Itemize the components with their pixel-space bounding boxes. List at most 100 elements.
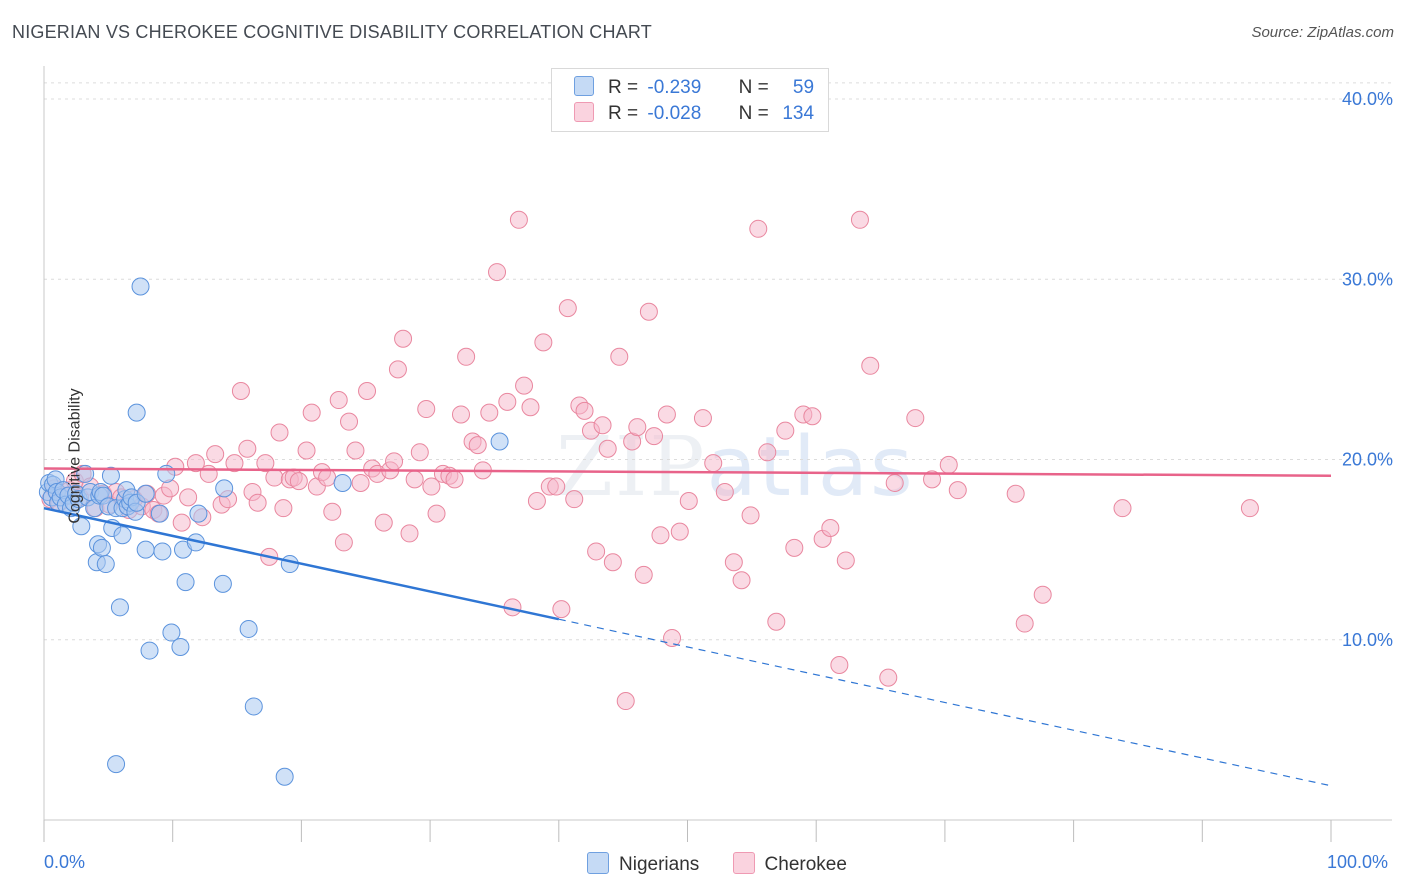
cherokee-swatch — [732, 852, 755, 874]
cherokee-point — [274, 499, 293, 518]
nigerian-point — [162, 623, 181, 642]
source-credit[interactable]: Source: ZipAtlas.com — [1251, 24, 1394, 41]
y-tick-label: 20.0% — [1342, 450, 1393, 470]
cherokee-point — [1033, 585, 1052, 604]
legend-r-value-nigerians: -0.239 — [647, 77, 702, 98]
cherokee-point — [445, 470, 464, 489]
stats-legend: R = -0.239 N = 59 R = -0.028 N = 134 — [551, 68, 829, 132]
y-tick-label: 40.0% — [1342, 89, 1393, 109]
cherokee-point — [289, 472, 308, 491]
legend-n-value-nigerians: 59 — [792, 77, 815, 98]
cherokee-point — [509, 210, 528, 229]
cherokee-point — [547, 477, 566, 496]
legend-row-cherokee: R = -0.028 N = 134 — [574, 102, 814, 126]
nigerian-point — [275, 767, 294, 786]
nigerian-point — [171, 637, 190, 656]
legend-r-label: R = — [608, 77, 639, 98]
chart-title: NIGERIAN VS CHEROKEE COGNITIVE DISABILIT… — [12, 22, 652, 42]
y-tick-label: 30.0% — [1342, 269, 1393, 289]
nigerian-point — [333, 473, 352, 492]
legend-swatch-nigerians — [574, 76, 594, 96]
cherokee-point — [225, 454, 244, 473]
cherokee-point — [186, 454, 205, 473]
cherokee-point — [231, 382, 250, 401]
cherokee-point — [885, 473, 904, 492]
x-tick-label-max: 100.0% — [1327, 852, 1389, 872]
cherokee-point — [628, 418, 647, 437]
gridlines — [44, 82, 1392, 641]
cherokee-point — [741, 506, 760, 525]
cherokee-point — [767, 612, 786, 631]
legend-r-label: R = — [608, 103, 639, 124]
cherokee-points — [41, 210, 1259, 711]
cherokee-point — [451, 405, 470, 424]
nigerian-point — [136, 484, 155, 503]
nigerian-point — [140, 641, 159, 660]
nigerian-point — [127, 403, 146, 422]
nigerian-point — [136, 540, 155, 559]
cherokee-point — [318, 468, 337, 487]
trend-lines — [43, 467, 1332, 787]
cherokee-point — [663, 628, 682, 647]
nigerian-points — [38, 277, 509, 786]
cherokee-point — [821, 519, 840, 538]
cherokee-point — [715, 482, 734, 501]
cherokee-point — [593, 416, 612, 435]
cherokee-point — [610, 347, 629, 366]
nigerians-swatch — [587, 852, 609, 874]
cherokee-point — [323, 502, 342, 521]
legend-item-cherokee[interactable]: Cherokee — [732, 852, 847, 876]
cherokee-point — [374, 513, 393, 532]
cherokee-point — [405, 470, 424, 489]
cherokee-point — [480, 403, 499, 422]
cherokee-point — [410, 443, 429, 462]
nigerian-point — [153, 542, 172, 561]
cherokee-point — [803, 407, 822, 426]
nigerian-point — [113, 526, 132, 545]
cherokee-point — [329, 391, 348, 410]
cherokee-point — [575, 401, 594, 420]
cherokee-point — [639, 302, 658, 321]
nigerian-point — [150, 504, 169, 523]
nigerian-point — [244, 697, 263, 716]
nigerian-point — [176, 573, 195, 592]
cherokee-point — [776, 421, 795, 440]
y-tick-label: 10.0% — [1342, 630, 1393, 650]
cherokee-point — [256, 454, 275, 473]
cherokee-point — [704, 454, 723, 473]
legend-row-nigerians: R = -0.239 N = 59 — [574, 76, 814, 100]
cherokee-point — [179, 488, 198, 507]
cherokee-point — [1015, 614, 1034, 633]
cherokee-point — [552, 600, 571, 619]
cherokee-point — [634, 565, 653, 584]
cherokee-point — [297, 441, 316, 460]
cherokee-point — [388, 360, 407, 379]
cherokee-point — [346, 441, 365, 460]
legend-swatch-cherokee — [574, 102, 594, 122]
cherokee-point — [248, 493, 267, 512]
nigerian-point — [490, 432, 509, 451]
nigerian-point — [280, 555, 299, 574]
cherokee-point — [521, 398, 540, 417]
cherokee-point — [616, 692, 635, 711]
cherokee-point — [758, 443, 777, 462]
nigerian-point — [96, 555, 115, 574]
legend-n-label: N = — [738, 77, 769, 98]
legend-r-value-cherokee: -0.028 — [647, 103, 702, 124]
cherokee-point — [488, 263, 507, 282]
nigerian-trend-line — [43, 506, 560, 621]
legend-item-nigerians[interactable]: Nigerians — [587, 852, 699, 876]
cherokee-point — [861, 356, 880, 375]
cherokee-point — [422, 477, 441, 496]
cherokee-point — [749, 219, 768, 238]
cherokee-point — [457, 347, 476, 366]
nigerian-point — [239, 619, 258, 638]
cherokee-point — [265, 468, 284, 487]
cherokee-point — [534, 333, 553, 352]
cherokee-point — [693, 409, 712, 428]
cherokee-point — [527, 491, 546, 510]
cherokee-point — [679, 491, 698, 510]
cherokee-point — [302, 403, 321, 422]
cherokee-point — [724, 553, 743, 572]
cherokee-point — [670, 522, 689, 541]
